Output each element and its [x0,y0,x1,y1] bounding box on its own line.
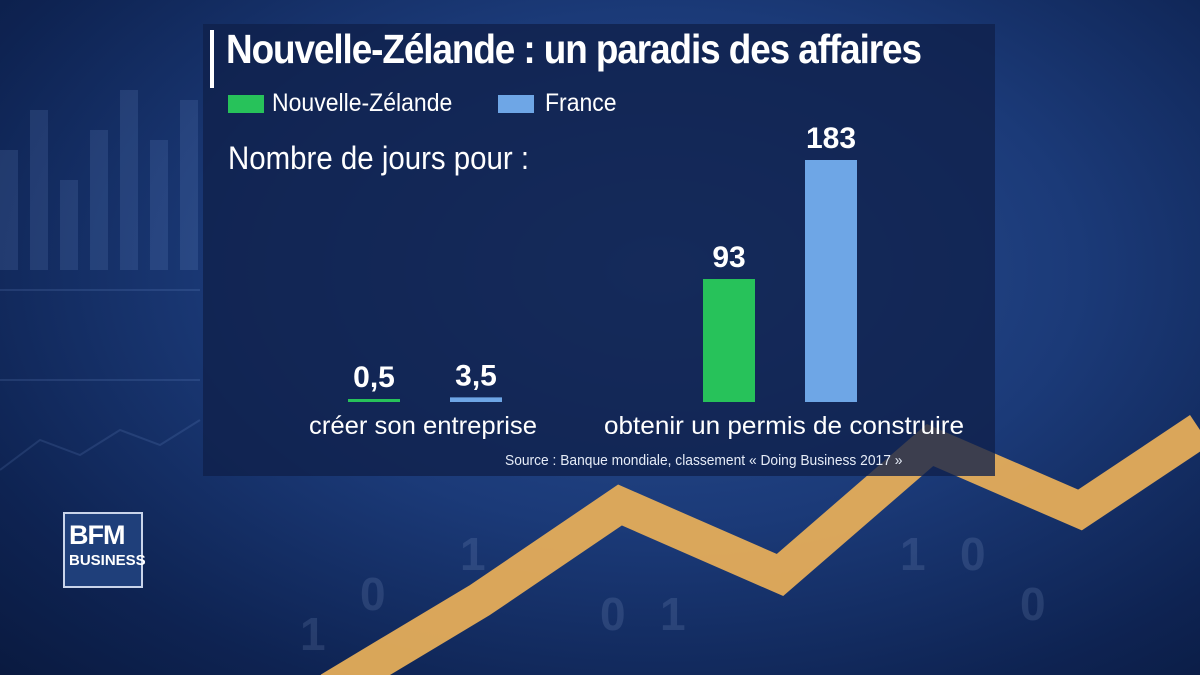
title-accent-bar [210,30,214,88]
category-label-1: créer son entreprise [309,412,537,440]
data-label-nouvelle-zelande-2: 93 [712,241,745,274]
chart-subtitle: Nombre de jours pour : [228,140,530,176]
svg-text:1: 1 [300,608,326,660]
svg-text:0: 0 [360,568,386,620]
legend-swatch-nouvelle-zelande [228,95,264,113]
bar-france-2 [805,160,857,402]
chart-title: Nouvelle-Zélande : un paradis des affair… [226,26,922,72]
category-label-2: obtenir un permis de construire [604,412,964,440]
chart-panel [203,24,995,476]
data-label-france-2: 183 [806,122,856,155]
svg-text:1: 1 [900,528,926,580]
trend-arrow-line [320,415,1200,675]
bar-nouvelle-zelande-2 [703,279,755,402]
legend-label-nouvelle-zelande: Nouvelle-Zélande [272,89,453,117]
legend-swatch-france [498,95,534,113]
data-label-nouvelle-zelande-1: 0,5 [353,361,395,394]
logo-text-bfm: BFM [69,520,125,550]
svg-text:1: 1 [660,588,686,640]
svg-text:0: 0 [960,528,986,580]
bar-france-1 [450,397,502,402]
svg-text:0: 0 [600,588,626,640]
legend-label-france: France [545,89,617,117]
source-note: Source : Banque mondiale, classement « D… [505,452,903,469]
svg-text:0: 0 [1020,578,1046,630]
bfm-business-logo: BFM BUSINESS [63,512,146,588]
logo-text-business: BUSINESS [69,552,146,569]
data-label-france-1: 3,5 [455,359,497,392]
svg-text:1: 1 [460,528,486,580]
bar-nouvelle-zelande-1 [348,399,400,402]
